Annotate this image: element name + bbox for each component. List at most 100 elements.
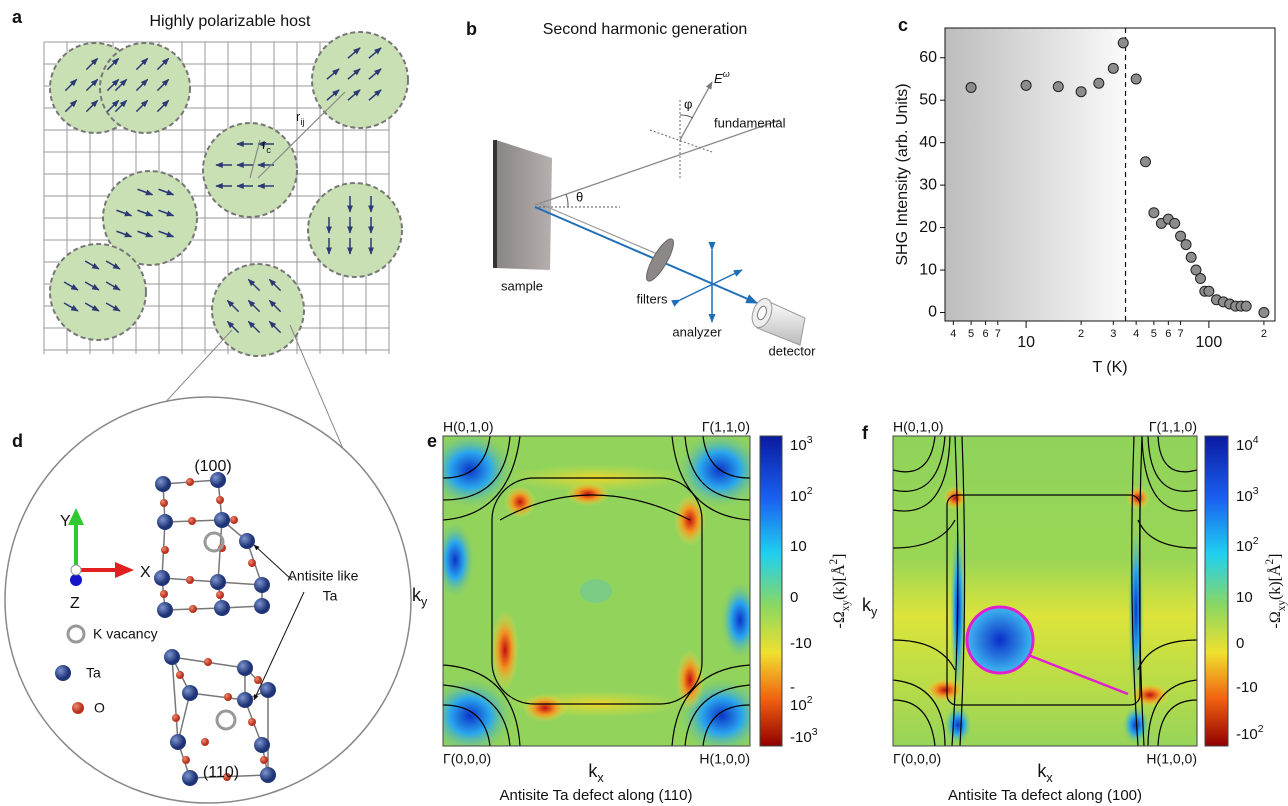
text-part: 10: [790, 437, 807, 454]
ta-atom: [154, 570, 170, 586]
magnifier: [967, 607, 1033, 673]
label: Eω: [714, 69, 730, 86]
ta-atom: [239, 533, 255, 549]
x-tick-label: 4: [1133, 328, 1139, 340]
axis-label: ky: [862, 595, 878, 620]
ta-atom: [237, 660, 253, 676]
hotspot: [523, 694, 567, 722]
hotspot: [435, 520, 475, 600]
o-atom: [182, 756, 190, 764]
y-tick-label: 20: [919, 219, 937, 236]
annotation: Ta: [323, 588, 338, 604]
x-tick-label: 7: [1178, 328, 1184, 340]
legend-ta: [55, 665, 71, 681]
colorbar-tick-label: -103: [790, 726, 818, 746]
sample-edge: [493, 140, 497, 268]
panel-b: b Second harmonic generation sample filt…: [466, 19, 816, 359]
data-point: [1140, 157, 1150, 167]
text-part: y: [421, 595, 428, 609]
text-part: 10: [1236, 488, 1253, 505]
o-atom: [204, 658, 212, 666]
o-atom: [230, 516, 238, 524]
ta-atom: [157, 602, 173, 618]
colorbar-tick-label: 103: [1236, 485, 1259, 505]
text-part: 3: [1253, 485, 1259, 497]
o-atom: [189, 605, 197, 613]
text-part: 4: [1253, 434, 1259, 446]
label: filters: [636, 291, 668, 306]
data-point: [1053, 82, 1063, 92]
hotspot: [580, 579, 612, 603]
o-atom: [260, 756, 268, 764]
corner-label: Γ(1,1,0): [702, 419, 750, 435]
colorbar-tick-label: -10: [790, 635, 812, 652]
colorbar-tick-label: -10: [1236, 679, 1258, 696]
text-part: -Ω: [1267, 611, 1284, 628]
o-atom: [248, 559, 256, 567]
y-tick-label: 0: [928, 304, 937, 321]
panel-label: d: [12, 431, 23, 451]
hotspot: [944, 705, 972, 745]
ta-atom: [182, 770, 198, 786]
y-axis-label: SHG Intensity (arb. Units): [894, 83, 911, 265]
panel-f: f H(0,1,0) Γ(1,1,0) Γ(0,0,0) H(1,0,0) ky…: [862, 419, 1288, 804]
y-tick-label: 30: [919, 176, 937, 193]
corner-label: H(0,1,0): [443, 419, 494, 435]
data-point: [1196, 274, 1206, 284]
filter: [642, 236, 678, 285]
text-part: x: [1046, 771, 1053, 785]
label: sample: [501, 278, 543, 293]
text-part: xy: [1276, 600, 1288, 612]
o-atom: [186, 478, 194, 486]
text-part: 10: [1236, 538, 1253, 555]
o-atom: [161, 546, 169, 554]
ta-atom: [260, 682, 276, 698]
phi-arc: [680, 115, 693, 118]
ta-atom: [237, 692, 253, 708]
ta-atom: [210, 574, 226, 590]
annotation: Antisite like: [288, 568, 359, 584]
text-part: ij: [300, 117, 304, 127]
x-tick-label: 6: [982, 328, 988, 340]
panel-label: a: [12, 7, 23, 27]
o-atom: [254, 676, 262, 684]
data-point: [1181, 240, 1191, 250]
ta-atom: [214, 512, 230, 528]
panel-label: f: [862, 423, 869, 443]
axis-label: Y: [60, 513, 71, 530]
axis-label: kx: [588, 761, 604, 786]
axis-label: ky: [412, 585, 428, 610]
text-part: xy: [840, 600, 852, 612]
heatmap: [425, 430, 767, 756]
data-point: [966, 82, 976, 92]
corner-label: H(1,0,0): [1146, 751, 1197, 767]
panel-label: e: [427, 431, 437, 451]
text-part: c: [266, 145, 271, 155]
reflected-beam: [538, 203, 662, 256]
panel-e: e H(0,1,0) Γ(1,1,0) Γ(0,0,0) H(1,0,0) ky…: [412, 419, 852, 804]
label: fundamental: [714, 115, 786, 130]
text-part: ω: [723, 69, 730, 79]
data-point: [1241, 301, 1251, 311]
hotspot: [1128, 520, 1144, 700]
colorbar-tick-label: 0: [1236, 635, 1244, 652]
x-tick-label: 4: [950, 328, 956, 340]
corner-label: H(0,1,0): [893, 419, 944, 435]
fundamental-beam: [535, 120, 780, 205]
text-part: 2: [807, 694, 813, 706]
heatmap: [893, 436, 1197, 746]
data-point: [1204, 286, 1214, 296]
text-part: ]: [831, 554, 848, 559]
corner-label: Γ(0,0,0): [893, 751, 941, 767]
colorbar-label: -Ωxy(k)[Å2]: [1264, 554, 1288, 629]
o-atom: [224, 693, 232, 701]
panel-label: c: [898, 15, 908, 35]
colorbar-tick-label: 10: [1236, 589, 1253, 606]
colorbar-ticks: 104103102100-10-102: [1236, 434, 1264, 743]
ta-atom: [254, 737, 270, 753]
panel-title: Highly polarizable host: [150, 13, 312, 30]
y-tick-label: 50: [919, 91, 937, 108]
text-part: -Ω: [831, 611, 848, 628]
text-part: (k)[Å: [830, 564, 848, 600]
label: analyzer: [672, 324, 722, 339]
